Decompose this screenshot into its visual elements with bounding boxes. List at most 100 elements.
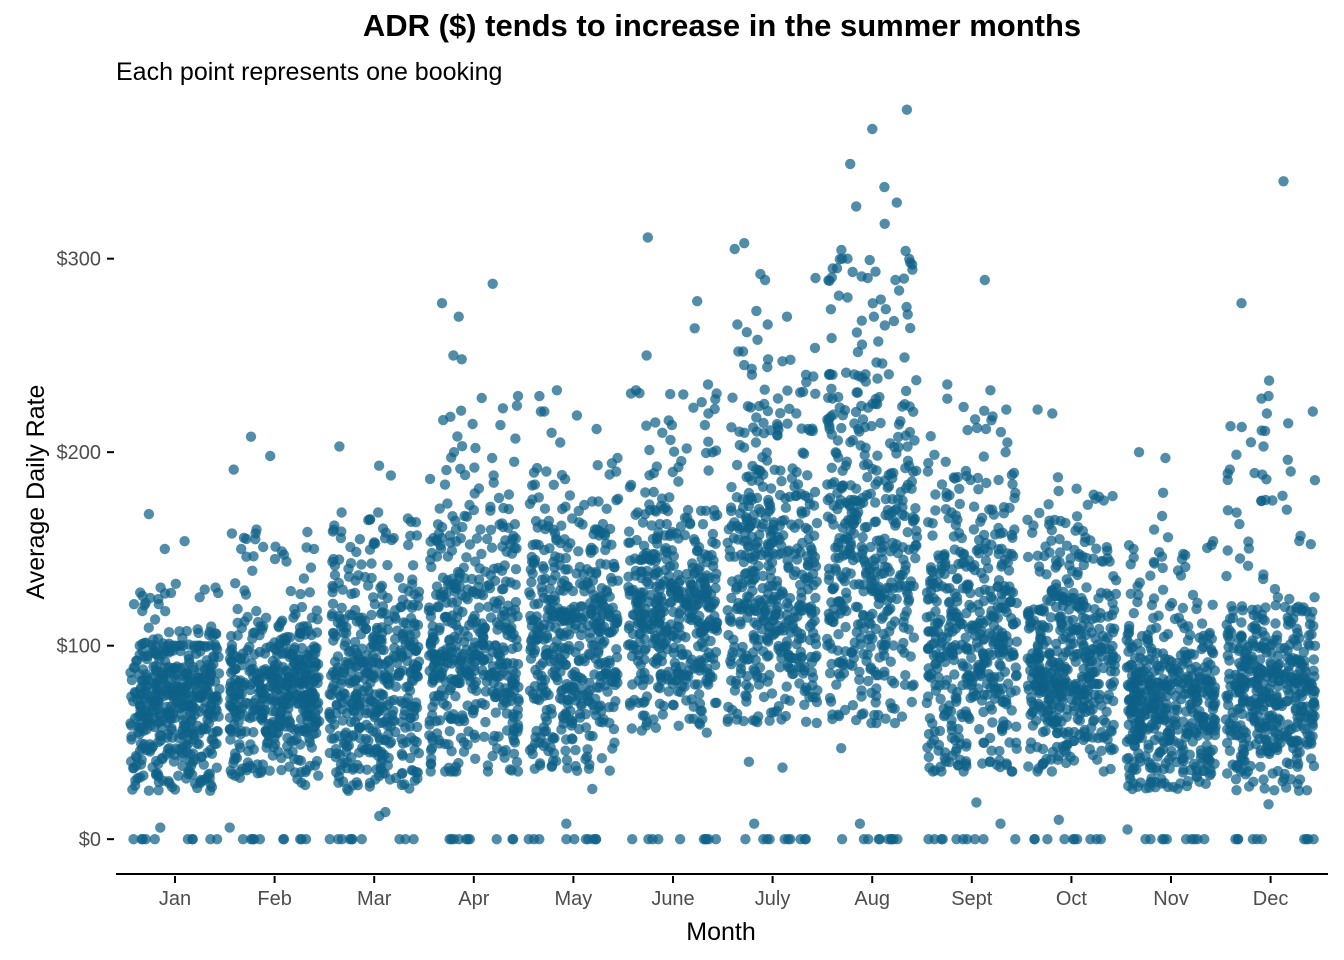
data-point-july bbox=[774, 662, 786, 673]
data-point-mar bbox=[328, 524, 339, 535]
data-point-july bbox=[766, 688, 778, 699]
data-point-may bbox=[593, 659, 604, 670]
data-point-july bbox=[740, 512, 752, 523]
data-point-feb bbox=[229, 719, 240, 730]
data-point-aug bbox=[859, 459, 870, 471]
data-point-may bbox=[538, 563, 550, 574]
data-point-mar bbox=[403, 539, 414, 551]
data-point-oct bbox=[1037, 743, 1049, 755]
data-point-mar bbox=[363, 735, 374, 746]
data-point-aug bbox=[858, 579, 869, 590]
data-point-june bbox=[660, 543, 672, 554]
data-point-june bbox=[654, 698, 666, 709]
data-point-mar bbox=[405, 712, 416, 724]
data-point-aug bbox=[829, 582, 840, 593]
data-point-sept bbox=[960, 758, 972, 769]
data-point-feb bbox=[269, 553, 281, 565]
data-point-sept bbox=[946, 609, 957, 620]
data-point-feb bbox=[295, 588, 306, 600]
data-point-may bbox=[554, 652, 566, 664]
data-point-mar bbox=[405, 732, 417, 743]
data-point-sept bbox=[979, 573, 990, 584]
data-point-july bbox=[743, 500, 755, 512]
data-point-apr bbox=[428, 648, 439, 660]
data-point-july bbox=[766, 707, 777, 718]
data-point-aug bbox=[833, 391, 844, 403]
data-point-june bbox=[687, 558, 698, 569]
data-point-oct bbox=[1022, 607, 1034, 619]
data-point-sept bbox=[941, 491, 952, 503]
data-point-july bbox=[776, 476, 787, 487]
data-point-apr bbox=[460, 591, 471, 603]
data-point-sept bbox=[973, 618, 985, 629]
data-point-june bbox=[635, 587, 647, 598]
data-point-feb bbox=[230, 663, 241, 675]
data-point-feb bbox=[294, 654, 305, 666]
data-point-july bbox=[750, 715, 761, 726]
data-point-apr bbox=[452, 431, 463, 442]
data-point-apr bbox=[439, 479, 451, 490]
data-point-apr bbox=[441, 464, 452, 476]
data-point-june bbox=[681, 669, 692, 681]
data-point-feb bbox=[229, 754, 240, 765]
data-point-feb bbox=[295, 834, 306, 845]
data-point-aug bbox=[834, 402, 845, 413]
data-point-may bbox=[540, 573, 551, 584]
data-point-june bbox=[704, 601, 715, 612]
data-point-jan bbox=[149, 707, 160, 719]
data-point-aug bbox=[822, 511, 834, 522]
data-point-may bbox=[586, 608, 597, 620]
data-point-may bbox=[526, 556, 538, 567]
data-point-june bbox=[681, 443, 692, 454]
data-point-may bbox=[560, 659, 572, 671]
data-point-july bbox=[809, 342, 821, 354]
data-point-aug bbox=[872, 373, 883, 384]
data-point-mar bbox=[409, 744, 420, 755]
data-point-oct bbox=[1052, 728, 1063, 739]
data-point-may bbox=[529, 599, 540, 610]
data-point-mar bbox=[383, 655, 394, 666]
data-point-sept bbox=[934, 725, 946, 737]
data-point-may bbox=[534, 737, 545, 748]
data-point-feb bbox=[255, 685, 266, 696]
data-point-may bbox=[588, 617, 599, 629]
data-point-may bbox=[611, 466, 622, 477]
data-point-apr bbox=[469, 729, 480, 740]
data-point-feb bbox=[241, 551, 252, 562]
data-point-oct bbox=[1070, 656, 1081, 667]
data-point-july bbox=[767, 630, 778, 641]
data-point-apr bbox=[482, 760, 494, 771]
data-point-mar bbox=[366, 609, 377, 621]
data-point-june bbox=[623, 581, 634, 593]
data-point-aug bbox=[824, 368, 835, 380]
data-point-sept bbox=[930, 505, 941, 516]
data-point-may bbox=[554, 552, 565, 563]
data-point-aug bbox=[858, 834, 870, 845]
data-point-apr bbox=[468, 586, 479, 598]
data-point-feb bbox=[240, 589, 252, 600]
data-point-july bbox=[804, 498, 815, 510]
data-point-feb bbox=[267, 655, 279, 667]
data-point-mar bbox=[335, 621, 347, 632]
data-point-apr bbox=[453, 757, 464, 769]
data-point-june bbox=[710, 646, 722, 658]
data-point-sept bbox=[966, 561, 977, 573]
data-point-feb bbox=[261, 642, 272, 654]
data-point-oct bbox=[1109, 623, 1120, 634]
data-point-sept bbox=[973, 599, 984, 610]
data-point-mar bbox=[356, 559, 367, 570]
data-point-sept bbox=[998, 646, 1009, 657]
data-point-feb bbox=[282, 693, 293, 704]
data-point-apr bbox=[497, 700, 508, 711]
data-point-may bbox=[539, 544, 550, 556]
data-point-july bbox=[787, 463, 798, 474]
data-point-oct bbox=[1037, 703, 1048, 714]
data-point-june bbox=[629, 694, 640, 706]
data-point-july bbox=[796, 506, 807, 517]
data-point-feb bbox=[284, 761, 295, 772]
data-point-apr bbox=[464, 539, 476, 550]
data-point-feb bbox=[302, 526, 313, 538]
data-point-mar bbox=[347, 730, 359, 741]
data-point-july bbox=[732, 708, 743, 719]
data-point-aug bbox=[905, 651, 916, 662]
